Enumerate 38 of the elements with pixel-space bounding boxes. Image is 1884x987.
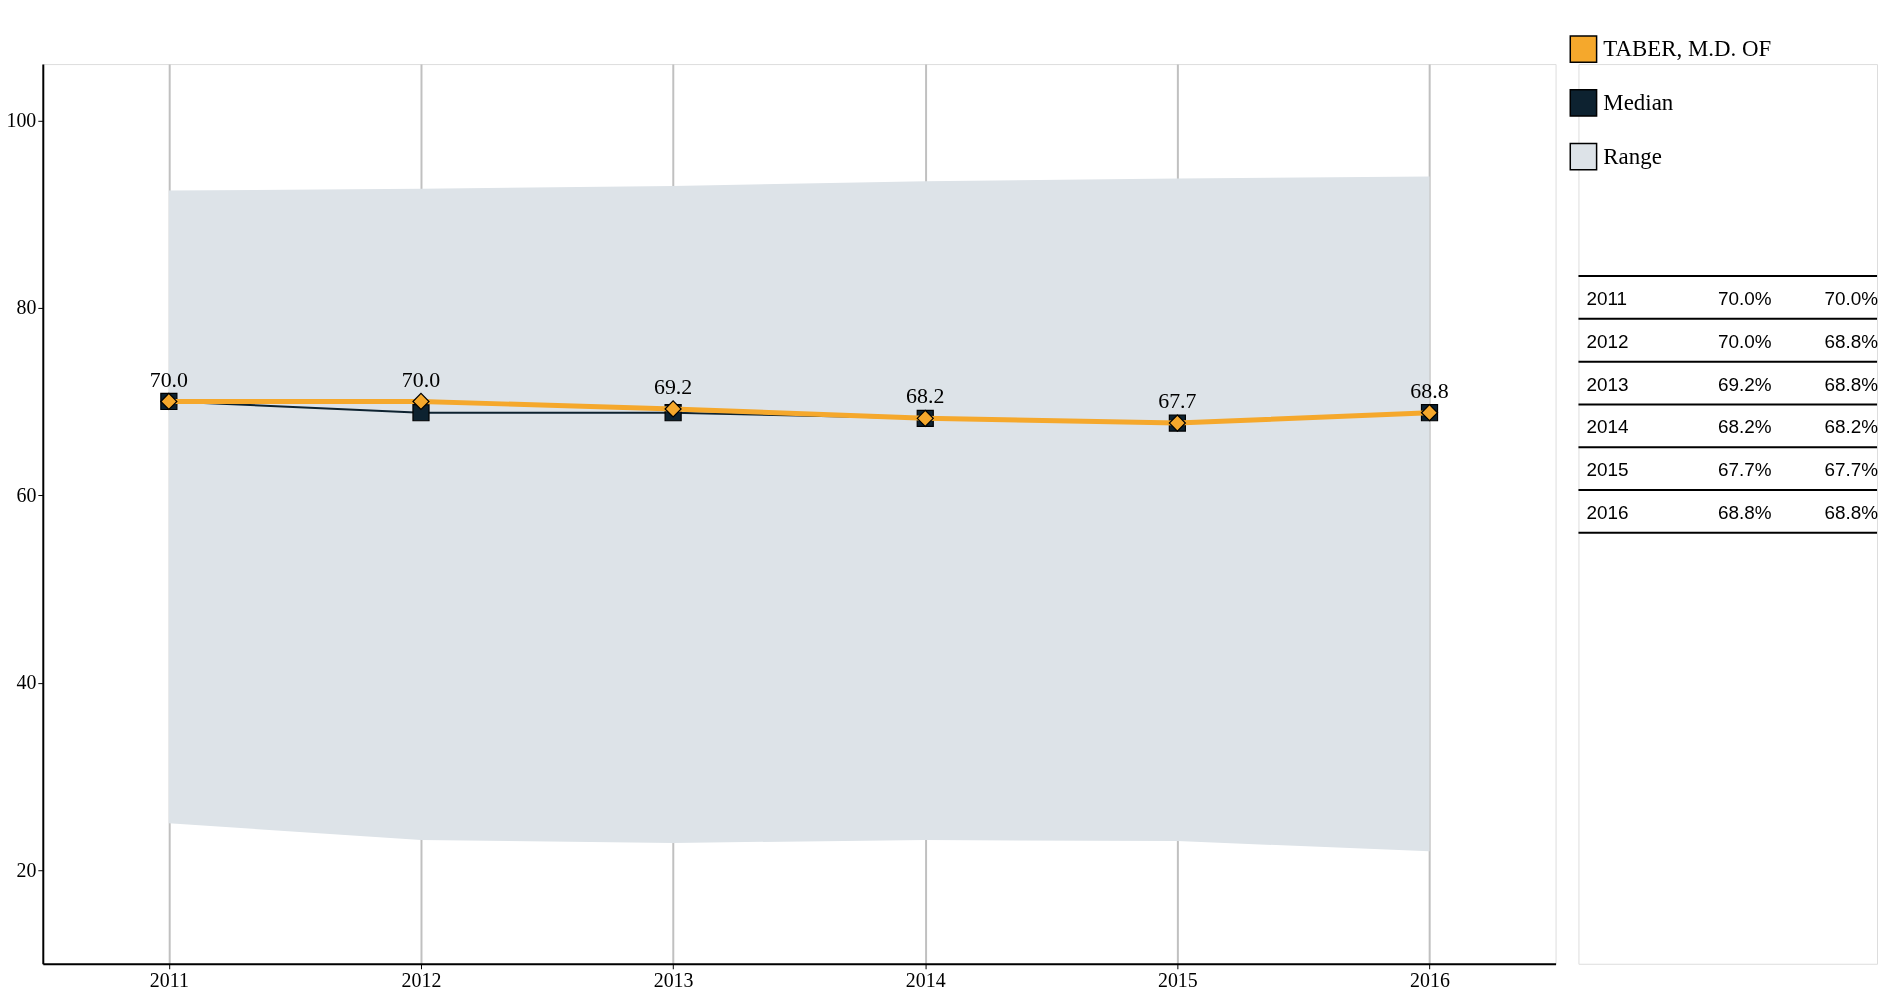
text: 70.0% xyxy=(1824,287,1879,309)
y-tick-label: 40 xyxy=(16,671,37,694)
y-tick-label: 100 xyxy=(6,108,37,131)
y-tick-label: 20 xyxy=(16,858,37,881)
x-tick-label: 2014 xyxy=(905,969,946,987)
annotation: 68.8 xyxy=(1410,377,1449,403)
x-tick-label: 2011 xyxy=(149,969,189,987)
category-label: 2012 xyxy=(1586,330,1629,352)
text: 70.0% xyxy=(1717,287,1772,309)
category-label: 2014 xyxy=(1586,416,1629,438)
text: 67.7% xyxy=(1824,459,1879,481)
text: 67.7% xyxy=(1717,459,1772,481)
text: 68.2% xyxy=(1717,416,1772,438)
text: 68.8% xyxy=(1824,501,1879,523)
category-label: 2015 xyxy=(1586,459,1629,481)
annotation: 70.0 xyxy=(401,366,441,392)
x-tick-label: 2013 xyxy=(653,969,694,987)
annotation: 67.7 xyxy=(1158,388,1197,414)
y-tick-label: 60 xyxy=(16,483,37,506)
legend-label: Median xyxy=(1603,89,1674,115)
text: 70.0% xyxy=(1717,330,1772,352)
text: 68.8% xyxy=(1717,501,1772,523)
text: 69.2% xyxy=(1717,373,1772,395)
legend-label: TABER, M.D. OF xyxy=(1603,36,1772,62)
legend-label: Range xyxy=(1603,143,1662,169)
category-label: 2013 xyxy=(1586,373,1629,395)
category-label: 2011 xyxy=(1586,287,1628,309)
x-tick-label: 2016 xyxy=(1410,969,1450,987)
annotation: 70.0 xyxy=(149,366,189,392)
y-tick-label: 80 xyxy=(16,296,37,319)
text: 68.8% xyxy=(1824,330,1879,352)
category-label: 2016 xyxy=(1586,501,1629,523)
text: 68.8% xyxy=(1824,373,1879,395)
x-tick-label: 2015 xyxy=(1157,969,1198,987)
annotation: 68.2 xyxy=(906,383,945,409)
annotation: 69.2 xyxy=(653,374,693,400)
text: 68.2% xyxy=(1824,416,1879,438)
x-tick-label: 2012 xyxy=(401,969,442,987)
